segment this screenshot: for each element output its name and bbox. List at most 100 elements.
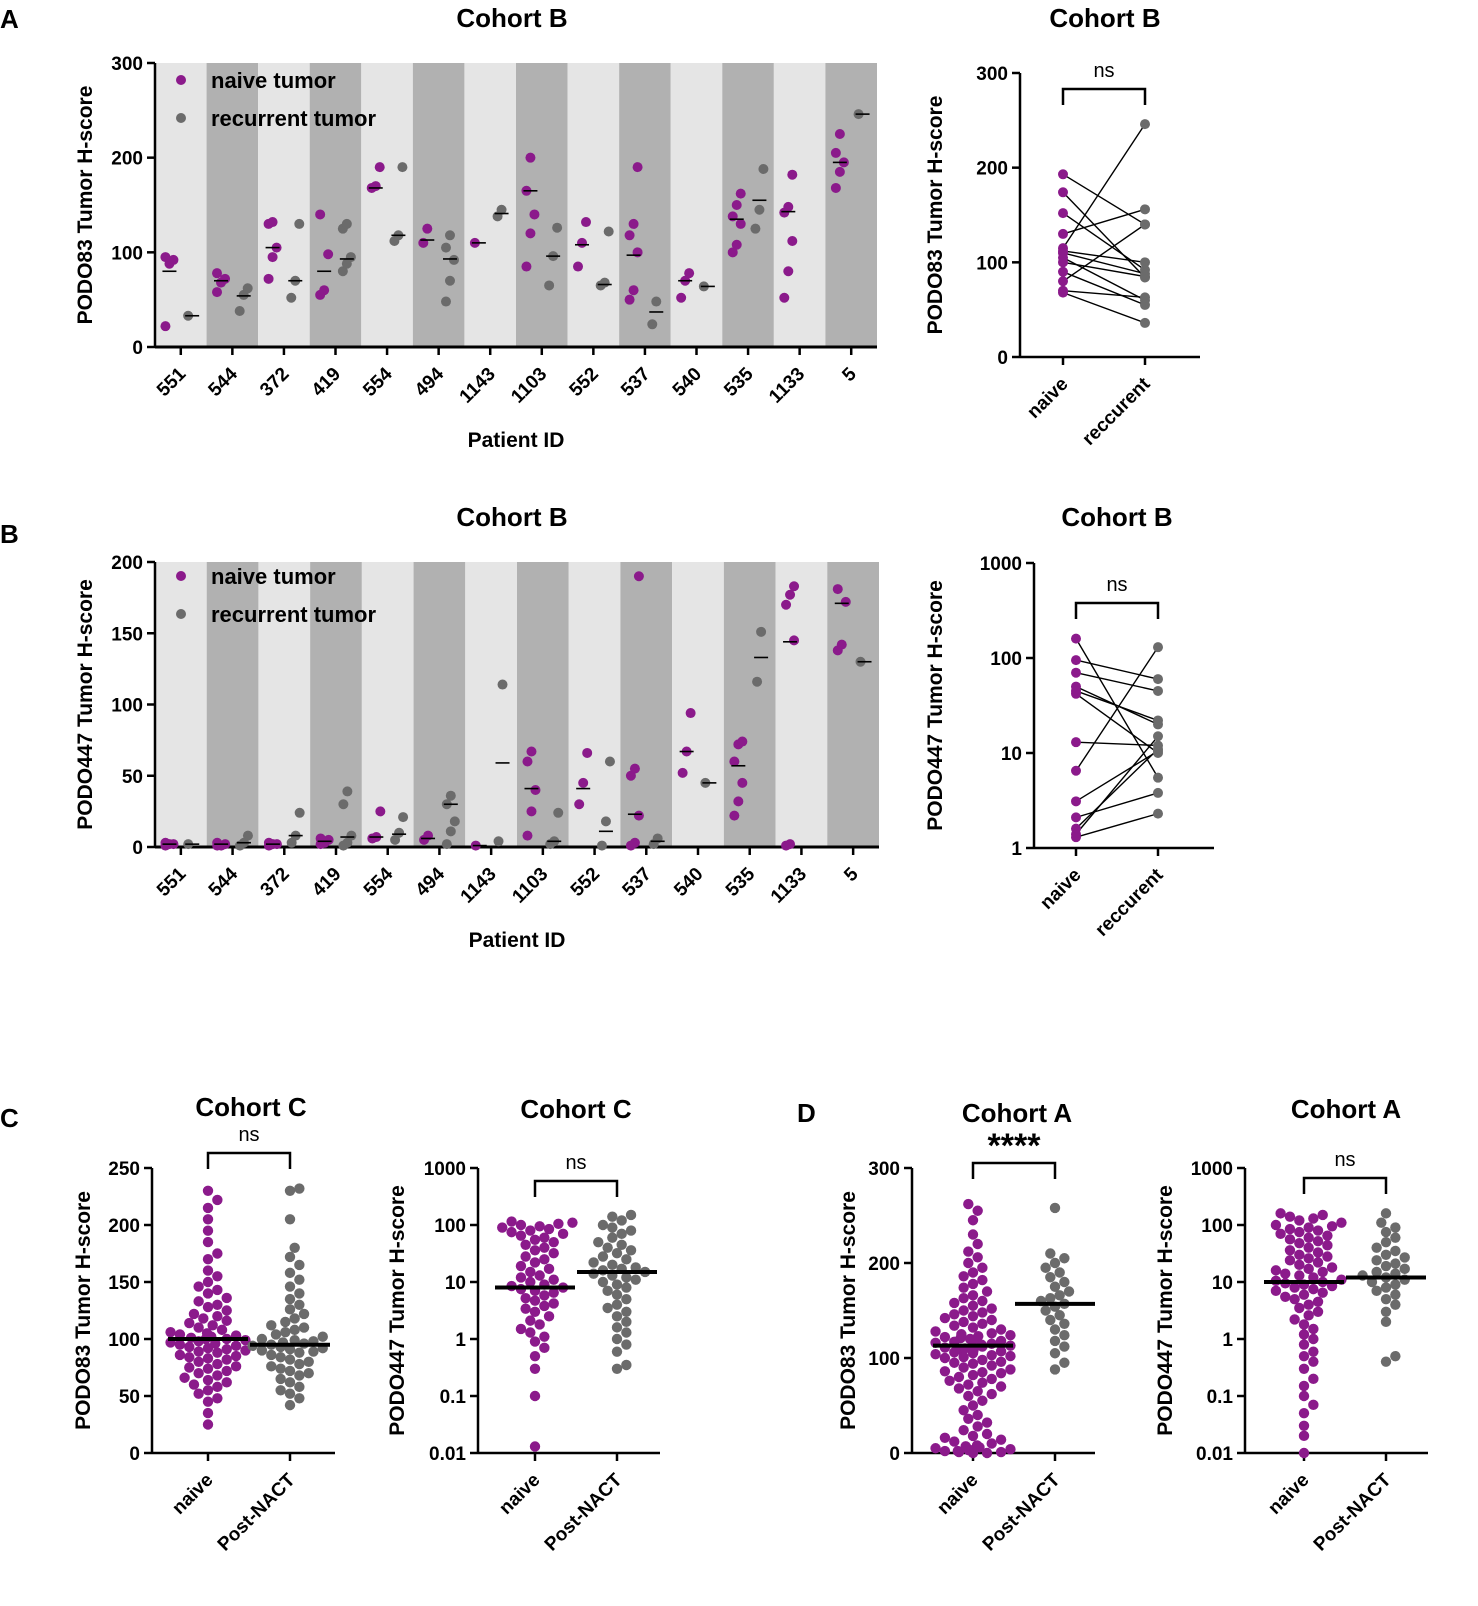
- B2-pair-line: [1076, 647, 1158, 771]
- B1-recurrent-point: [446, 791, 456, 801]
- D2-group-0-point: [1275, 1229, 1285, 1239]
- D1-group-0-point: [972, 1252, 982, 1262]
- C2-group-0-point: [516, 1220, 526, 1230]
- B2-recurrent-point: [1153, 715, 1163, 725]
- A1-naive-point: [625, 230, 635, 240]
- D2-y-tick-label-3: 10: [1212, 1273, 1233, 1294]
- C2-group-0-point: [506, 1216, 516, 1226]
- panel-label-b: B: [0, 519, 19, 549]
- C1-group-1-point: [285, 1377, 295, 1387]
- D1-x-tick-label-1: Post-NACT: [979, 1469, 1065, 1555]
- D1-group-0-point: [977, 1307, 987, 1317]
- C1-group-1-point: [308, 1346, 318, 1356]
- B2-recurrent-point: [1153, 642, 1163, 652]
- D1-y-tick-label-0: 0: [889, 1444, 900, 1465]
- D1-group-0-point: [956, 1329, 966, 1339]
- C2-group-0-point: [539, 1331, 549, 1341]
- D2-group-0-point: [1327, 1262, 1337, 1272]
- D2-group-1-point: [1381, 1208, 1391, 1218]
- A1-band-5: [413, 63, 465, 347]
- chart-A2: Cohort BPODO83 Tumor H-score0100200300na…: [924, 3, 1200, 450]
- B2-y-tick-label-2: 100: [990, 649, 1022, 670]
- A1-ylabel: PODO83 Tumor H-score: [74, 86, 97, 325]
- A1-naive-point: [684, 268, 694, 278]
- C1-group-0-point: [212, 1271, 222, 1281]
- C1-group-0-point: [231, 1361, 241, 1371]
- B1-x-tick-label-10: 540: [670, 864, 707, 901]
- D2-group-0-point: [1313, 1225, 1323, 1235]
- C1-group-0-point: [184, 1318, 194, 1328]
- D1-group-0-point: [1005, 1351, 1015, 1361]
- A1-legend-marker-naive: [176, 75, 186, 85]
- B1-recurrent-point: [243, 831, 253, 841]
- B1-naive-point: [526, 747, 536, 757]
- C1-group-1-point: [285, 1268, 295, 1278]
- C2-group-0-point: [530, 1336, 540, 1346]
- D2-group-0-point: [1299, 1319, 1309, 1329]
- B1-naive-point: [785, 839, 795, 849]
- D1-group-0-point: [987, 1389, 997, 1399]
- D2-group-1-point: [1376, 1217, 1386, 1227]
- D2-group-0-point: [1308, 1324, 1318, 1334]
- C2-group-0-point: [549, 1237, 559, 1247]
- D2-y-tick-label-2: 1: [1222, 1330, 1233, 1351]
- C1-group-1-point: [285, 1304, 295, 1314]
- A2-recurrent-point: [1140, 292, 1150, 302]
- C1-group-0-point: [212, 1311, 222, 1321]
- D1-group-0-point: [954, 1383, 964, 1393]
- D2-group-1-point: [1381, 1307, 1391, 1317]
- D1-group-1-point: [1050, 1203, 1060, 1213]
- C1-group-0-point: [212, 1382, 222, 1392]
- A1-naive-point: [831, 183, 841, 193]
- C2-group-1-point: [612, 1346, 622, 1356]
- C2-group-1-point: [607, 1211, 617, 1221]
- C2-group-0-point: [539, 1290, 549, 1300]
- C1-group-1-point: [257, 1345, 267, 1355]
- C2-group-1-point: [612, 1289, 622, 1299]
- A1-recurrent-point: [346, 252, 356, 262]
- C1-group-0-point: [184, 1362, 194, 1372]
- C1-group-0-point: [212, 1285, 222, 1295]
- C2-group-0-point: [544, 1224, 554, 1234]
- C1-group-0-point: [203, 1226, 213, 1236]
- D1-group-0-point: [963, 1391, 973, 1401]
- D2-group-0-point: [1313, 1247, 1323, 1257]
- A1-band-7: [516, 63, 568, 347]
- C2-group-0-point: [534, 1221, 544, 1231]
- C1-group-0-point: [203, 1277, 213, 1287]
- B1-naive-point: [526, 806, 536, 816]
- A2-ylabel: PODO83 Tumor H-score: [924, 96, 947, 335]
- A1-naive-point: [783, 266, 793, 276]
- B1-recurrent-point: [342, 786, 352, 796]
- B1-naive-point: [678, 768, 688, 778]
- A1-naive-point: [212, 287, 222, 297]
- C1-group-0-point: [193, 1281, 203, 1291]
- D1-group-0-point: [977, 1319, 987, 1329]
- B1-recurrent-point: [494, 836, 504, 846]
- C1-x-tick-label-0: naive: [168, 1470, 217, 1519]
- D1-group-0-point: [972, 1410, 982, 1420]
- C1-group-1-point: [285, 1281, 295, 1291]
- D1-group-1-point: [1050, 1348, 1060, 1358]
- C2-group-1-point: [598, 1277, 608, 1287]
- D1-group-0-point: [963, 1258, 973, 1268]
- C1-group-0-point: [203, 1214, 213, 1224]
- D2-group-0-point: [1308, 1213, 1318, 1223]
- C1-group-0-point: [212, 1300, 222, 1310]
- D1-group-0-point: [977, 1367, 987, 1377]
- A2-naive-point: [1058, 267, 1068, 277]
- A1-x-tick-label-2: 372: [256, 364, 293, 401]
- D2-group-0-point: [1318, 1210, 1328, 1220]
- A2-pair-line: [1063, 272, 1145, 305]
- A1-x-tick-label-10: 540: [669, 364, 706, 401]
- A1-recurrent-point: [441, 297, 451, 307]
- C1-group-0-point: [203, 1186, 213, 1196]
- B1-x-tick-label-11: 535: [722, 863, 760, 901]
- B1-x-tick-label-1: 544: [205, 863, 243, 901]
- C2-x-tick-label-0: naive: [495, 1470, 544, 1519]
- B1-recurrent-point: [605, 757, 615, 767]
- D2-group-0-point: [1289, 1294, 1299, 1304]
- C1-group-1-point: [280, 1327, 290, 1337]
- A1-band-11: [722, 63, 774, 347]
- B1-naive-point: [578, 778, 588, 788]
